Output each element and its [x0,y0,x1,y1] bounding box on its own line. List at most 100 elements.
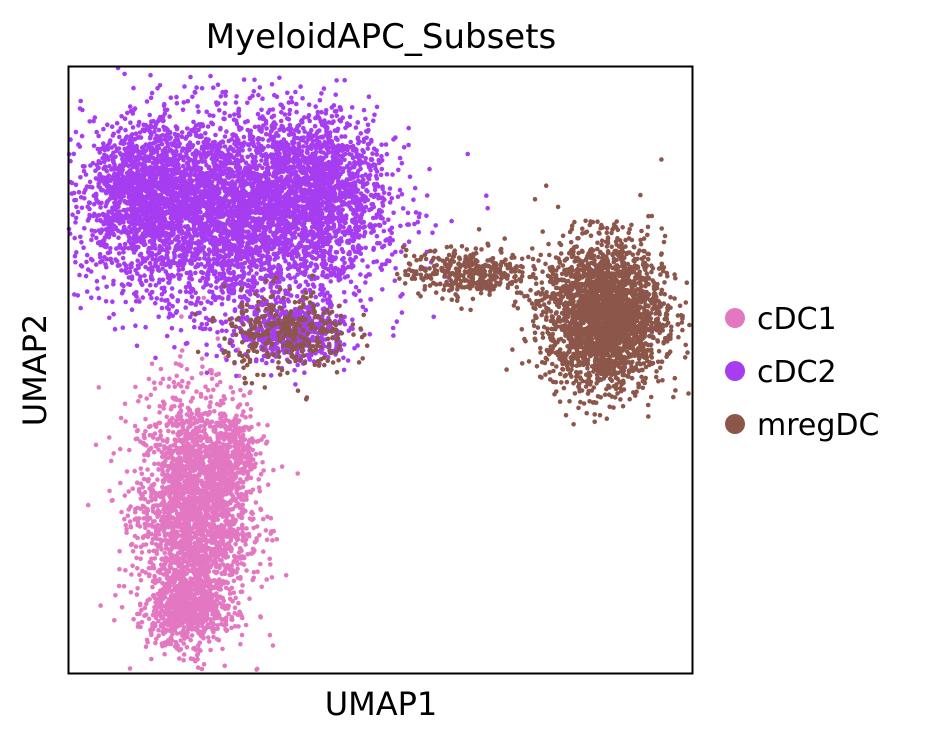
data-point [111,451,116,456]
data-point [76,142,81,147]
data-point [181,652,187,657]
data-point [146,616,152,622]
data-point [215,82,221,88]
data-point [222,568,228,573]
data-point [166,384,171,389]
data-point [136,398,141,404]
data-point [194,458,199,463]
data-point [211,387,216,393]
data-point [191,493,196,499]
data-point [139,471,145,477]
data-point [189,431,195,436]
data-point [191,656,196,662]
data-point [155,477,160,482]
data-point [123,568,128,573]
data-point [154,636,159,642]
data-point [162,628,167,634]
data-point [211,488,216,493]
data-point [174,631,180,636]
data-point [152,556,158,561]
data-point [218,546,223,552]
data-point [247,596,252,601]
data-point [217,379,223,385]
data-point [202,467,207,472]
data-point [306,102,312,107]
data-point [246,458,251,463]
data-point [123,419,128,424]
data-point [170,543,175,549]
data-point [208,400,213,405]
data-point [399,192,405,197]
data-point [218,583,224,588]
data-point [222,467,228,472]
data-point [155,591,161,597]
data-point [168,95,174,100]
data-point [214,598,220,603]
data-point [221,394,227,399]
data-point [177,656,182,661]
data-point [185,471,191,477]
data-point [175,472,181,478]
data-point [178,414,184,419]
data-point [180,463,185,469]
data-point [223,622,229,627]
data-point [211,629,216,635]
data-point [154,608,159,614]
data-point [85,502,91,508]
data-point [176,574,181,580]
data-point [157,490,162,496]
data-point [164,519,169,524]
data-point [235,404,241,410]
data-point [294,294,300,299]
data-point [146,549,152,554]
data-point [232,484,237,490]
data-point [122,493,128,498]
data-point [237,514,242,519]
data-point [283,573,289,578]
data-point [108,458,114,464]
data-point [243,542,248,547]
data-point [170,532,175,537]
data-point [145,467,150,472]
data-point [212,606,217,612]
data-point [195,542,201,548]
data-point [159,450,165,455]
data-point [133,544,139,549]
data-point [149,472,155,478]
data-point [178,354,183,359]
data-point [217,563,222,568]
data-point [216,468,222,474]
data-point [210,525,216,531]
data-point [141,542,146,548]
data-point [361,107,367,113]
data-point [356,288,362,294]
data-point [257,489,263,494]
data-point [201,596,207,601]
data-point [295,471,301,476]
data-point [155,436,160,442]
data-point [142,613,147,618]
data-point [253,500,259,505]
data-point [158,624,164,629]
data-point [251,89,257,94]
data-point [484,193,489,198]
data-point [222,442,228,448]
data-point [195,665,201,670]
data-point [157,509,163,515]
data-point [233,534,238,540]
data-point [143,429,148,434]
data-point [156,633,161,638]
data-point [200,364,205,370]
data-point [160,454,165,460]
data-point [185,476,191,482]
data-point [198,489,204,495]
data-point [134,592,140,597]
data-point [380,287,385,292]
data-point [194,482,200,488]
data-point [176,455,182,460]
data-point [181,515,187,521]
data-point [161,480,166,485]
data-point [255,569,260,574]
data-point [214,602,219,608]
data-point [132,517,137,522]
